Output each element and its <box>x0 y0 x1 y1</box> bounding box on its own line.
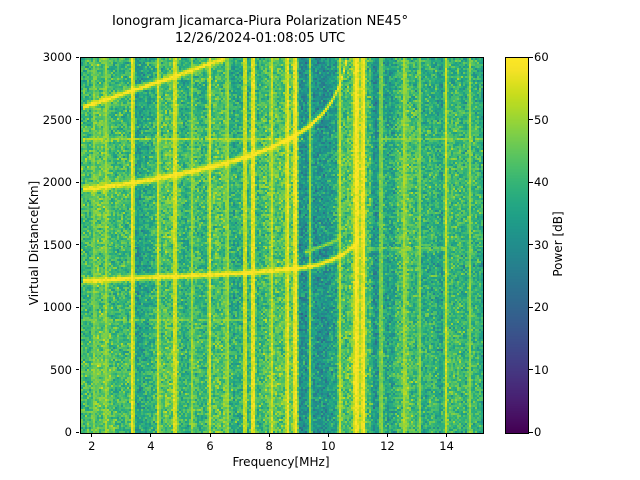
x-tick-label: 12 <box>380 439 395 453</box>
y-tick-mark <box>75 306 79 308</box>
colorbar-tick-mark <box>529 431 533 433</box>
y-tick-mark <box>75 119 79 120</box>
y-tick-label: 2000 <box>42 175 72 189</box>
y-tick-label: 0 <box>64 425 72 439</box>
x-axis-label: Frequency[MHz] <box>232 455 330 469</box>
y-tick-mark <box>75 369 79 370</box>
colorbar-tick-label: 0 <box>534 425 542 439</box>
x-tick-mark <box>386 433 388 437</box>
figure-title-line2: 12/26/2024-01:08:05 UTC <box>174 30 346 46</box>
colorbar-tick-mark <box>529 306 533 308</box>
colorbar-tick-label: 10 <box>534 362 549 377</box>
x-tick-label: 14 <box>439 439 454 453</box>
colorbar-tick-mark <box>529 56 533 58</box>
colorbar-tick-label: 60 <box>534 50 549 64</box>
figure-title: Ionogram Jicamarca-Piura Polarization NE… <box>0 14 520 47</box>
x-tick-mark <box>446 433 448 437</box>
y-tick-label: 500 <box>50 362 72 377</box>
colorbar-tick-mark <box>529 181 533 183</box>
y-tick-label: 1500 <box>42 237 72 252</box>
y-tick-mark <box>75 181 79 183</box>
x-tick-mark <box>150 433 152 437</box>
colorbar-tick-mark <box>529 244 533 245</box>
colorbar-tick-mark <box>529 369 533 370</box>
y-tick-mark <box>75 244 79 245</box>
figure-title-line1: Ionogram Jicamarca-Piura Polarization NE… <box>111 14 409 29</box>
colorbar-gradient <box>506 58 528 433</box>
y-tick-mark <box>75 431 79 433</box>
colorbar <box>505 57 529 434</box>
x-tick-label: 6 <box>206 439 214 453</box>
y-tick-mark <box>75 56 79 58</box>
x-tick-label: 2 <box>88 439 96 453</box>
y-tick-label: 2500 <box>42 112 72 127</box>
ionogram-plot-area <box>80 57 484 434</box>
colorbar-tick-mark <box>529 119 533 120</box>
x-tick-label: 10 <box>320 439 336 453</box>
colorbar-label: Power [dB] <box>551 211 565 277</box>
x-tick-mark <box>91 433 93 437</box>
x-tick-label: 4 <box>147 439 155 453</box>
colorbar-tick-label: 30 <box>534 237 549 252</box>
x-tick-mark <box>327 433 329 437</box>
x-tick-mark <box>209 433 211 437</box>
colorbar-tick-label: 50 <box>534 112 549 127</box>
colorbar-tick-label: 40 <box>534 175 549 189</box>
y-tick-label: 3000 <box>42 50 72 64</box>
x-tick-mark <box>268 433 270 437</box>
y-tick-label: 1000 <box>42 300 72 314</box>
colorbar-tick-label: 20 <box>534 300 549 314</box>
x-tick-label: 8 <box>265 439 273 453</box>
y-axis-label: Virtual Distance[Km] <box>27 180 41 306</box>
ionogram-heatmap-canvas <box>81 58 483 433</box>
